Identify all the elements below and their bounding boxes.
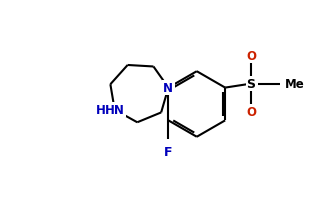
Text: F: F [164, 145, 172, 159]
Text: O: O [246, 50, 256, 63]
Text: Me: Me [285, 78, 305, 91]
Text: N: N [163, 82, 173, 95]
Text: H: H [96, 104, 106, 117]
Text: O: O [246, 105, 256, 118]
Text: S: S [246, 78, 255, 91]
Text: HN: HN [105, 104, 125, 117]
